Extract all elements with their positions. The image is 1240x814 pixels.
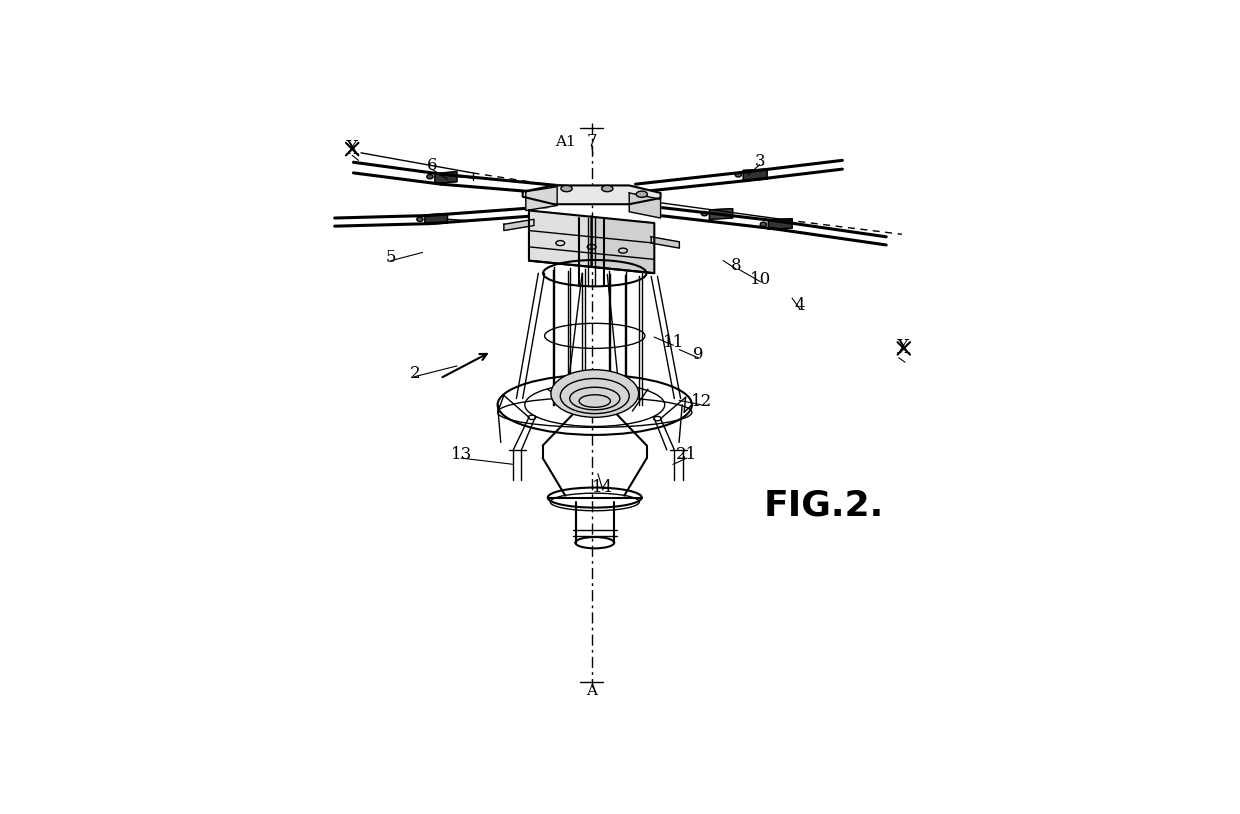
Text: 12: 12 [691,393,712,410]
Text: 11: 11 [662,334,683,351]
Ellipse shape [427,174,433,179]
Polygon shape [425,213,448,225]
Polygon shape [743,169,768,181]
Ellipse shape [601,186,613,192]
Text: 2: 2 [409,365,420,382]
Polygon shape [651,237,680,248]
Polygon shape [709,208,733,219]
Ellipse shape [417,217,423,221]
Text: 14: 14 [593,479,614,496]
Text: 5: 5 [386,249,397,266]
Text: A: A [587,685,598,698]
Ellipse shape [735,173,742,177]
Polygon shape [591,217,655,274]
Polygon shape [629,193,661,218]
Polygon shape [529,211,591,267]
Text: 7: 7 [587,133,596,150]
Ellipse shape [636,191,647,197]
Ellipse shape [760,222,766,226]
Text: FIG.2.: FIG.2. [764,488,884,522]
Polygon shape [503,219,534,230]
Text: X: X [898,339,910,357]
Text: 13: 13 [450,446,472,463]
Text: 3: 3 [754,153,765,170]
Ellipse shape [551,370,639,418]
Text: 9: 9 [693,346,703,363]
Text: A1: A1 [556,134,575,148]
Polygon shape [435,172,456,183]
Text: 8: 8 [730,257,742,274]
Polygon shape [526,186,557,211]
Text: 21: 21 [676,446,698,463]
Text: 4: 4 [795,297,805,314]
Text: 10: 10 [750,271,771,288]
Ellipse shape [560,186,572,192]
Text: X: X [346,140,358,158]
Polygon shape [523,186,661,204]
Polygon shape [769,219,792,230]
Text: 6: 6 [427,157,436,174]
Ellipse shape [702,212,708,216]
